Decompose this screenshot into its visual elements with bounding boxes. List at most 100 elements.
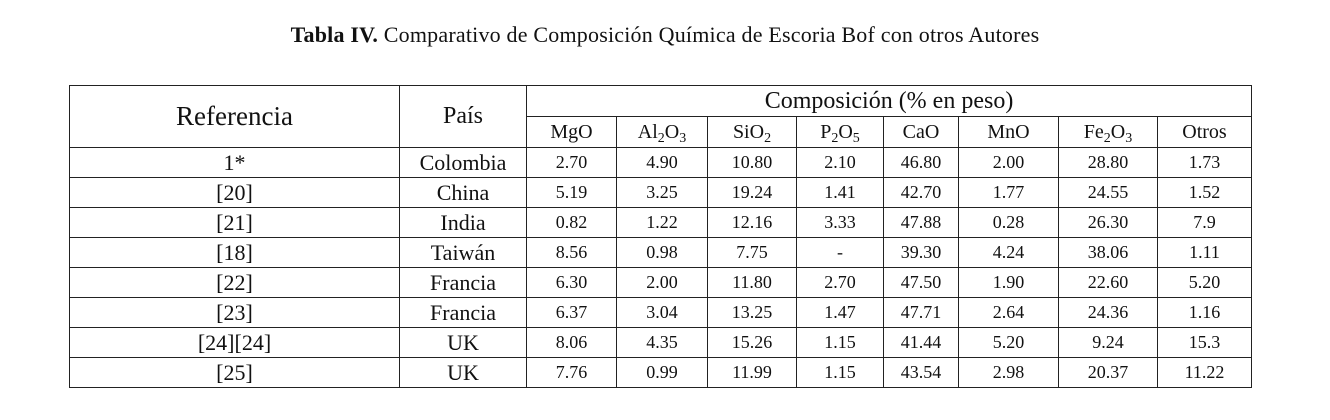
table-row: [24][24] UK 8.06 4.35 15.26 1.15 41.44 5.20 9.24…	[69, 327, 1252, 358]
cell-value: 2.00	[958, 147, 1059, 178]
cell-value: 5.20	[958, 327, 1059, 358]
cell-pais: Taiwán	[399, 237, 527, 268]
cell-value: 24.36	[1058, 297, 1158, 328]
cell-pais: UK	[399, 357, 527, 388]
cell-value: 11.99	[707, 357, 797, 388]
cell-value: 46.80	[883, 147, 959, 178]
cell-value: 2.10	[796, 147, 884, 178]
table-row: [22] Francia 6.30 2.00 11.80 2.70 47.50 1.90 22.…	[69, 267, 1252, 298]
cell-referencia: 1*	[69, 147, 400, 178]
cell-value: 15.3	[1157, 327, 1252, 358]
header-component-cao: CaO	[883, 116, 959, 148]
header-composicion: Composición (% en peso)	[526, 85, 1252, 117]
cell-referencia: [18]	[69, 237, 400, 268]
cell-pais: UK	[399, 327, 527, 358]
cell-referencia: [23]	[69, 297, 400, 328]
cell-value: 24.55	[1058, 177, 1158, 208]
cell-pais: Francia	[399, 297, 527, 328]
cell-value: 8.56	[526, 237, 617, 268]
header-row-1: Referencia País Composición (% en peso)	[69, 85, 1252, 148]
header-component-p2o5: P2O5	[796, 116, 884, 148]
cell-value: 41.44	[883, 327, 959, 358]
cell-value: 2.64	[958, 297, 1059, 328]
cell-value: 47.71	[883, 297, 959, 328]
caption-text: Comparativo de Composición Química de Es…	[378, 22, 1040, 47]
cell-value: 12.16	[707, 207, 797, 238]
cell-pais: China	[399, 177, 527, 208]
table-row: [21] India 0.82 1.22 12.16 3.33 47.88 0.28 26.30…	[69, 207, 1252, 238]
cell-value: 3.33	[796, 207, 884, 238]
cell-pais: Francia	[399, 267, 527, 298]
table-body: 1* Colombia 2.70 4.90 10.80 2.10 46.80 2.00 28.8…	[69, 147, 1252, 388]
cell-value: 5.19	[526, 177, 617, 208]
header-component-otros: Otros	[1157, 116, 1252, 148]
cell-referencia: [25]	[69, 357, 400, 388]
table-row: [18] Taiwán 8.56 0.98 7.75-39.30 4.24 38.06 1.1…	[69, 237, 1252, 268]
cell-value: 2.70	[796, 267, 884, 298]
cell-value: 6.30	[526, 267, 617, 298]
header-referencia: Referencia	[69, 85, 400, 148]
cell-value: 39.30	[883, 237, 959, 268]
cell-value: 1.52	[1157, 177, 1252, 208]
table-caption: Tabla IV. Comparativo de Composición Quí…	[0, 22, 1330, 48]
cell-value: 1.11	[1157, 237, 1252, 268]
cell-value: 7.9	[1157, 207, 1252, 238]
cell-pais: Colombia	[399, 147, 527, 178]
cell-value: 1.90	[958, 267, 1059, 298]
cell-value: 3.25	[616, 177, 708, 208]
header-pais: País	[399, 85, 527, 148]
cell-value: 20.37	[1058, 357, 1158, 388]
cell-value: 15.26	[707, 327, 797, 358]
cell-value: 42.70	[883, 177, 959, 208]
cell-value: -	[796, 237, 884, 268]
cell-value: 13.25	[707, 297, 797, 328]
header-row-2: MgO Al2O3 SiO2 P2O5 CaO MnO Fe2O3 Otros	[70, 116, 1252, 148]
cell-value: 5.20	[1157, 267, 1252, 298]
cell-referencia: [24][24]	[69, 327, 400, 358]
cell-value: 43.54	[883, 357, 959, 388]
cell-value: 4.24	[958, 237, 1059, 268]
cell-referencia: [20]	[69, 177, 400, 208]
cell-value: 8.06	[526, 327, 617, 358]
cell-value: 22.60	[1058, 267, 1158, 298]
cell-value: 1.77	[958, 177, 1059, 208]
cell-value: 2.70	[526, 147, 617, 178]
cell-referencia: [21]	[69, 207, 400, 238]
cell-value: 4.35	[616, 327, 708, 358]
composition-table: Referencia País Composición (% en peso) …	[69, 85, 1252, 388]
cell-value: 3.04	[616, 297, 708, 328]
cell-value: 0.98	[616, 237, 708, 268]
header-component-mno: MnO	[958, 116, 1059, 148]
header-component-mgo: MgO	[526, 116, 617, 148]
header-component-al2o3: Al2O3	[616, 116, 708, 148]
cell-value: 11.22	[1157, 357, 1252, 388]
cell-value: 2.98	[958, 357, 1059, 388]
caption-label: Tabla IV.	[290, 22, 379, 47]
cell-value: 47.50	[883, 267, 959, 298]
cell-value: 0.82	[526, 207, 617, 238]
table-row: [20] China 5.19 3.25 19.24 1.41 42.70 1.77 24.55…	[69, 177, 1252, 208]
header-component-sio2: SiO2	[707, 116, 797, 148]
cell-value: 1.15	[796, 357, 884, 388]
cell-value: 10.80	[707, 147, 797, 178]
cell-value: 1.15	[796, 327, 884, 358]
cell-value: 11.80	[707, 267, 797, 298]
cell-value: 0.99	[616, 357, 708, 388]
cell-value: 47.88	[883, 207, 959, 238]
table-row: 1* Colombia 2.70 4.90 10.80 2.10 46.80 2.00 28.8…	[69, 147, 1252, 178]
table-row: [25] UK 7.76 0.99 11.99 1.15 43.54 2.98 20.37 11.…	[69, 357, 1252, 388]
cell-value: 19.24	[707, 177, 797, 208]
cell-value: 7.76	[526, 357, 617, 388]
cell-value: 1.47	[796, 297, 884, 328]
cell-value: 26.30	[1058, 207, 1158, 238]
cell-value: 0.28	[958, 207, 1059, 238]
cell-pais: India	[399, 207, 527, 238]
table-row: [23] Francia 6.37 3.04 13.25 1.47 47.71 2.64 24.…	[69, 297, 1252, 328]
cell-value: 4.90	[616, 147, 708, 178]
cell-value: 2.00	[616, 267, 708, 298]
cell-value: 7.75	[707, 237, 797, 268]
cell-value: 28.80	[1058, 147, 1158, 178]
cell-value: 1.73	[1157, 147, 1252, 178]
cell-value: 9.24	[1058, 327, 1158, 358]
cell-value: 1.41	[796, 177, 884, 208]
